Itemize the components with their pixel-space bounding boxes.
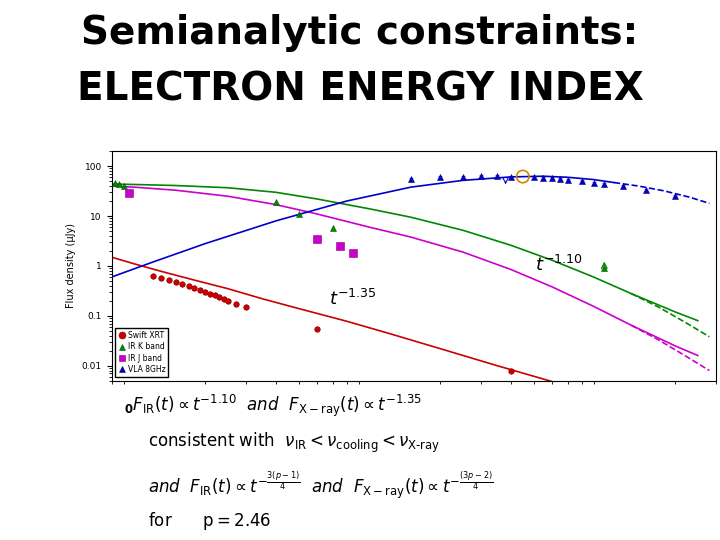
Legend: Swift XRT, IR K band, IR J band, VLA 8GHz: Swift XRT, IR K band, IR J band, VLA 8GH…	[115, 328, 168, 377]
Text: $t^{-1.35}$: $t^{-1.35}$	[329, 289, 377, 309]
Text: Semianalytic constraints:: Semianalytic constraints:	[81, 14, 639, 51]
Text: for      $\mathrm{p} = 2.46$: for $\mathrm{p} = 2.46$	[148, 510, 271, 531]
Text: ELECTRON ENERGY INDEX: ELECTRON ENERGY INDEX	[76, 70, 644, 108]
Y-axis label: Flux density (μJy): Flux density (μJy)	[66, 224, 76, 308]
Text: consistent with  $\nu_{\mathrm{IR}} < \nu_{\mathrm{cooling}} < \nu_{\mathrm{X\te: consistent with $\nu_{\mathrm{IR}} < \nu…	[148, 431, 441, 455]
Text: $t^{-1.10}$: $t^{-1.10}$	[535, 254, 583, 274]
Text: ${}_{\mathbf{0}}F_{\mathrm{IR}}(t)\propto t^{-1.10}$  and  $F_{\mathrm{X-ray}}(t: ${}_{\mathbf{0}}F_{\mathrm{IR}}(t)\propt…	[124, 393, 422, 419]
Point	[517, 172, 528, 181]
Text: and  $F_{\mathrm{IR}}(t)\propto t^{-\frac{3(p-1)}{4}}$  and  $F_{\mathrm{X-ray}}: and $F_{\mathrm{IR}}(t)\propto t^{-\frac…	[148, 470, 493, 501]
